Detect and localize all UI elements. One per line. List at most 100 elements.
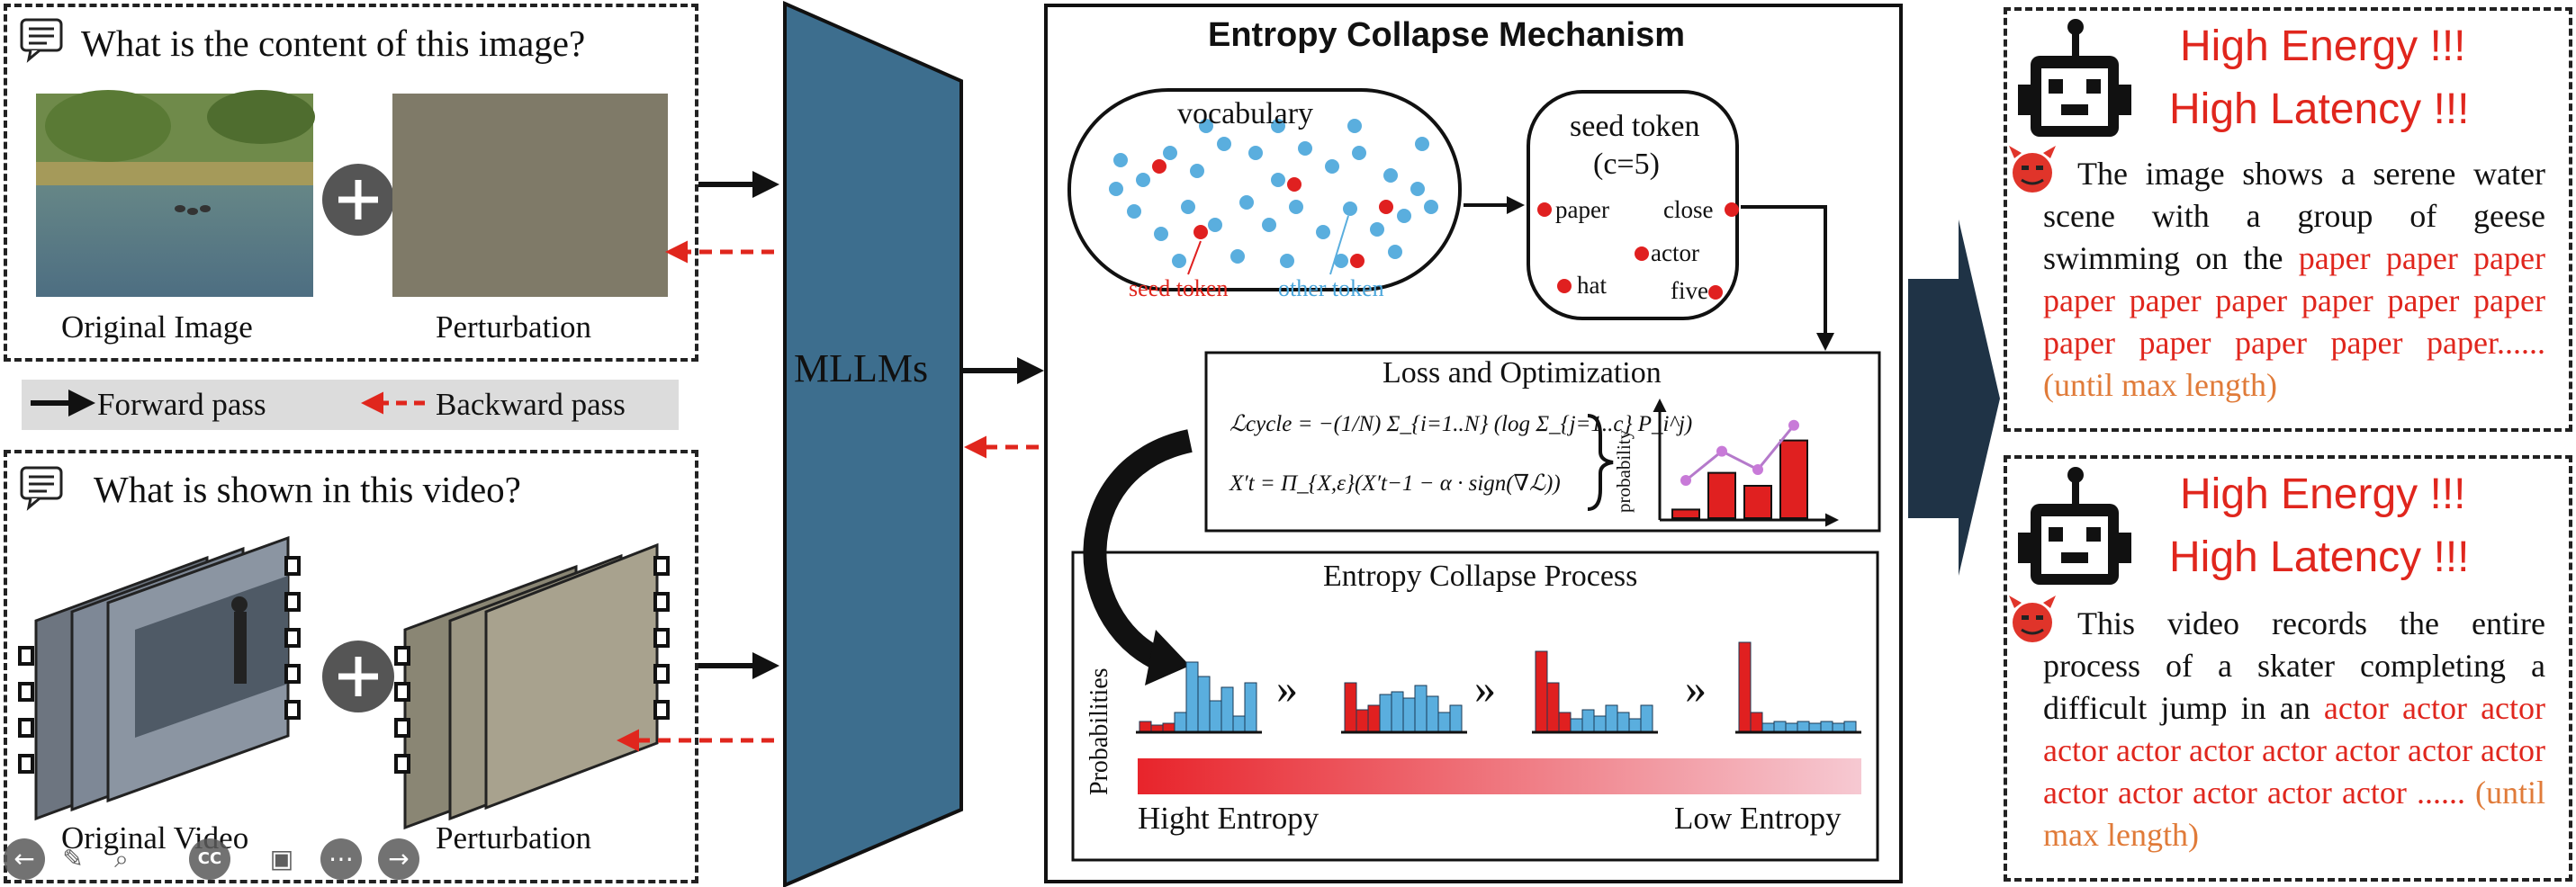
vocab-seed-dot	[1287, 177, 1302, 192]
next-button[interactable]: →	[378, 838, 419, 880]
vocab-token-dot	[1181, 200, 1195, 214]
bottom-headline-latency: High Latency !!!	[2169, 533, 2470, 581]
entropy-gradient-bar	[1138, 758, 1861, 794]
original-video-frames	[18, 535, 301, 821]
top-headline-energy: High Energy !!!	[2180, 22, 2466, 70]
bottom-response-suffix: (until max length)	[2043, 775, 2545, 853]
seed-dot-five	[1708, 285, 1723, 300]
image-question: What is the content of this image?	[81, 22, 586, 64]
robot-icon	[2018, 467, 2131, 585]
mechanism-title: Entropy Collapse Mechanism	[1208, 16, 1686, 54]
seed-pointer	[1187, 240, 1202, 275]
mini-chart-bar	[1779, 439, 1808, 520]
vocab-token-dot	[1289, 200, 1303, 214]
seed-word-hat: hat	[1577, 272, 1607, 299]
vocab-token-dot	[1248, 146, 1263, 160]
loss-title: Loss and Optimization	[1383, 356, 1662, 390]
speech-bubble-icon	[20, 466, 63, 511]
seed-to-loss-arrow	[1741, 205, 1834, 351]
vocab-token-dot	[1163, 146, 1177, 160]
bottom-response-text: This video records the entire process of…	[2043, 603, 2545, 856]
vocabulary-box	[1067, 88, 1462, 291]
other-pointer	[1329, 215, 1349, 275]
mechanism-panel	[1044, 4, 1903, 883]
more-options-button[interactable]: ⋯	[320, 838, 362, 880]
vocab-token-dot	[1113, 153, 1128, 167]
vocab-token-dot	[1388, 245, 1402, 259]
seed-word-actor: actor	[1651, 239, 1699, 266]
seed-word-close: close	[1663, 196, 1714, 223]
mini-chart-bar	[1671, 508, 1700, 520]
top-response-suffix: (until max length)	[2043, 367, 2277, 403]
legend-box	[22, 380, 679, 430]
previous-button[interactable]: ←	[4, 838, 45, 880]
seed-box-title: seed token	[1570, 110, 1700, 143]
vocab-seed-dot	[1350, 254, 1365, 268]
mini-chart-point	[1788, 419, 1799, 431]
seed-token-legend: seed token	[1129, 275, 1229, 301]
seed-dot-close	[1725, 202, 1739, 217]
process-title: Entropy Collapse Process	[1323, 560, 1638, 593]
vocab-token-dot	[1217, 137, 1231, 151]
vocab-token-dot	[1190, 164, 1204, 178]
vocab-token-dot	[1343, 202, 1357, 216]
mini-chart-bar	[1707, 471, 1736, 519]
stage-separator-2: »	[1474, 665, 1496, 712]
robot-icon	[2018, 19, 2131, 137]
vocab-seed-dot	[1379, 200, 1393, 214]
vocab-token-dot	[1424, 200, 1438, 214]
video-input-panel	[4, 450, 698, 883]
mini-chart-line	[1685, 424, 1796, 482]
vocab-token-dot	[1172, 254, 1186, 268]
vocab-token-dot	[1109, 182, 1123, 196]
process-axis-label: Probabilities	[1085, 667, 1113, 795]
mini-chart	[1653, 399, 1839, 527]
forward-pass-label: Forward pass	[97, 387, 266, 422]
vocabulary-dots	[1109, 119, 1438, 268]
mini-chart-point	[1716, 445, 1727, 457]
camera-button[interactable]: ▣	[269, 844, 294, 874]
zoom-button[interactable]: ⌕	[114, 844, 129, 874]
vocab-token-dot	[1383, 168, 1398, 183]
curved-arrow-head	[1145, 630, 1190, 685]
original-image-label: Original Image	[61, 309, 253, 345]
pen-tool-button[interactable]: ✎	[62, 844, 84, 874]
vocab-token-dot	[1397, 209, 1411, 223]
vocab-token-dot	[1271, 173, 1285, 187]
prob-axis-label: probability	[1613, 429, 1635, 513]
devil-face-icon	[2009, 596, 2056, 642]
perturbation-label: Perturbation	[436, 309, 592, 345]
output-panel-bottom	[2004, 455, 2572, 882]
mllm-label: MLLMs	[794, 346, 929, 390]
devil-face-icon	[2009, 146, 2056, 193]
vocab-token-dot	[1316, 225, 1330, 239]
top-headline-latency: High Latency !!!	[2169, 85, 2470, 133]
top-response-text: The image shows a serene water scene wit…	[2043, 153, 2545, 407]
vocab-token-dot	[1347, 119, 1362, 133]
mini-chart-point	[1752, 464, 1763, 475]
output-arrow	[1908, 220, 2000, 576]
vocab-token-dot	[1410, 182, 1425, 196]
vocab-token-dot	[1262, 218, 1276, 232]
vocab-token-dot	[1127, 204, 1141, 219]
captions-button[interactable]: CC	[189, 838, 230, 880]
vocab-token-dot	[1325, 159, 1339, 174]
vocabulary-label: vocabulary	[1177, 97, 1314, 130]
mini-chart-bar	[1743, 485, 1772, 519]
bottom-response-normal: This video records the entire process of…	[2043, 605, 2545, 726]
perturbation-video-frames	[394, 542, 670, 830]
vocab-token-dot	[1136, 173, 1150, 187]
output-panel-top	[2004, 7, 2572, 432]
vocab-token-dot	[1154, 227, 1168, 241]
seed-dot-hat	[1557, 279, 1572, 293]
seed-dot-paper	[1537, 202, 1552, 217]
plus-icon	[322, 164, 394, 236]
mini-chart-point	[1680, 475, 1691, 486]
formula-cycle: ℒcycle = −(1/N) Σ_{i=1..N} (log Σ_{j=1..…	[1229, 412, 1693, 436]
other-token-legend: other token	[1278, 275, 1384, 301]
vocab-seed-dot	[1152, 159, 1166, 174]
stage-separator-1: »	[1276, 665, 1298, 712]
plus-icon	[322, 641, 394, 712]
curved-arrow-icon	[1083, 429, 1193, 676]
